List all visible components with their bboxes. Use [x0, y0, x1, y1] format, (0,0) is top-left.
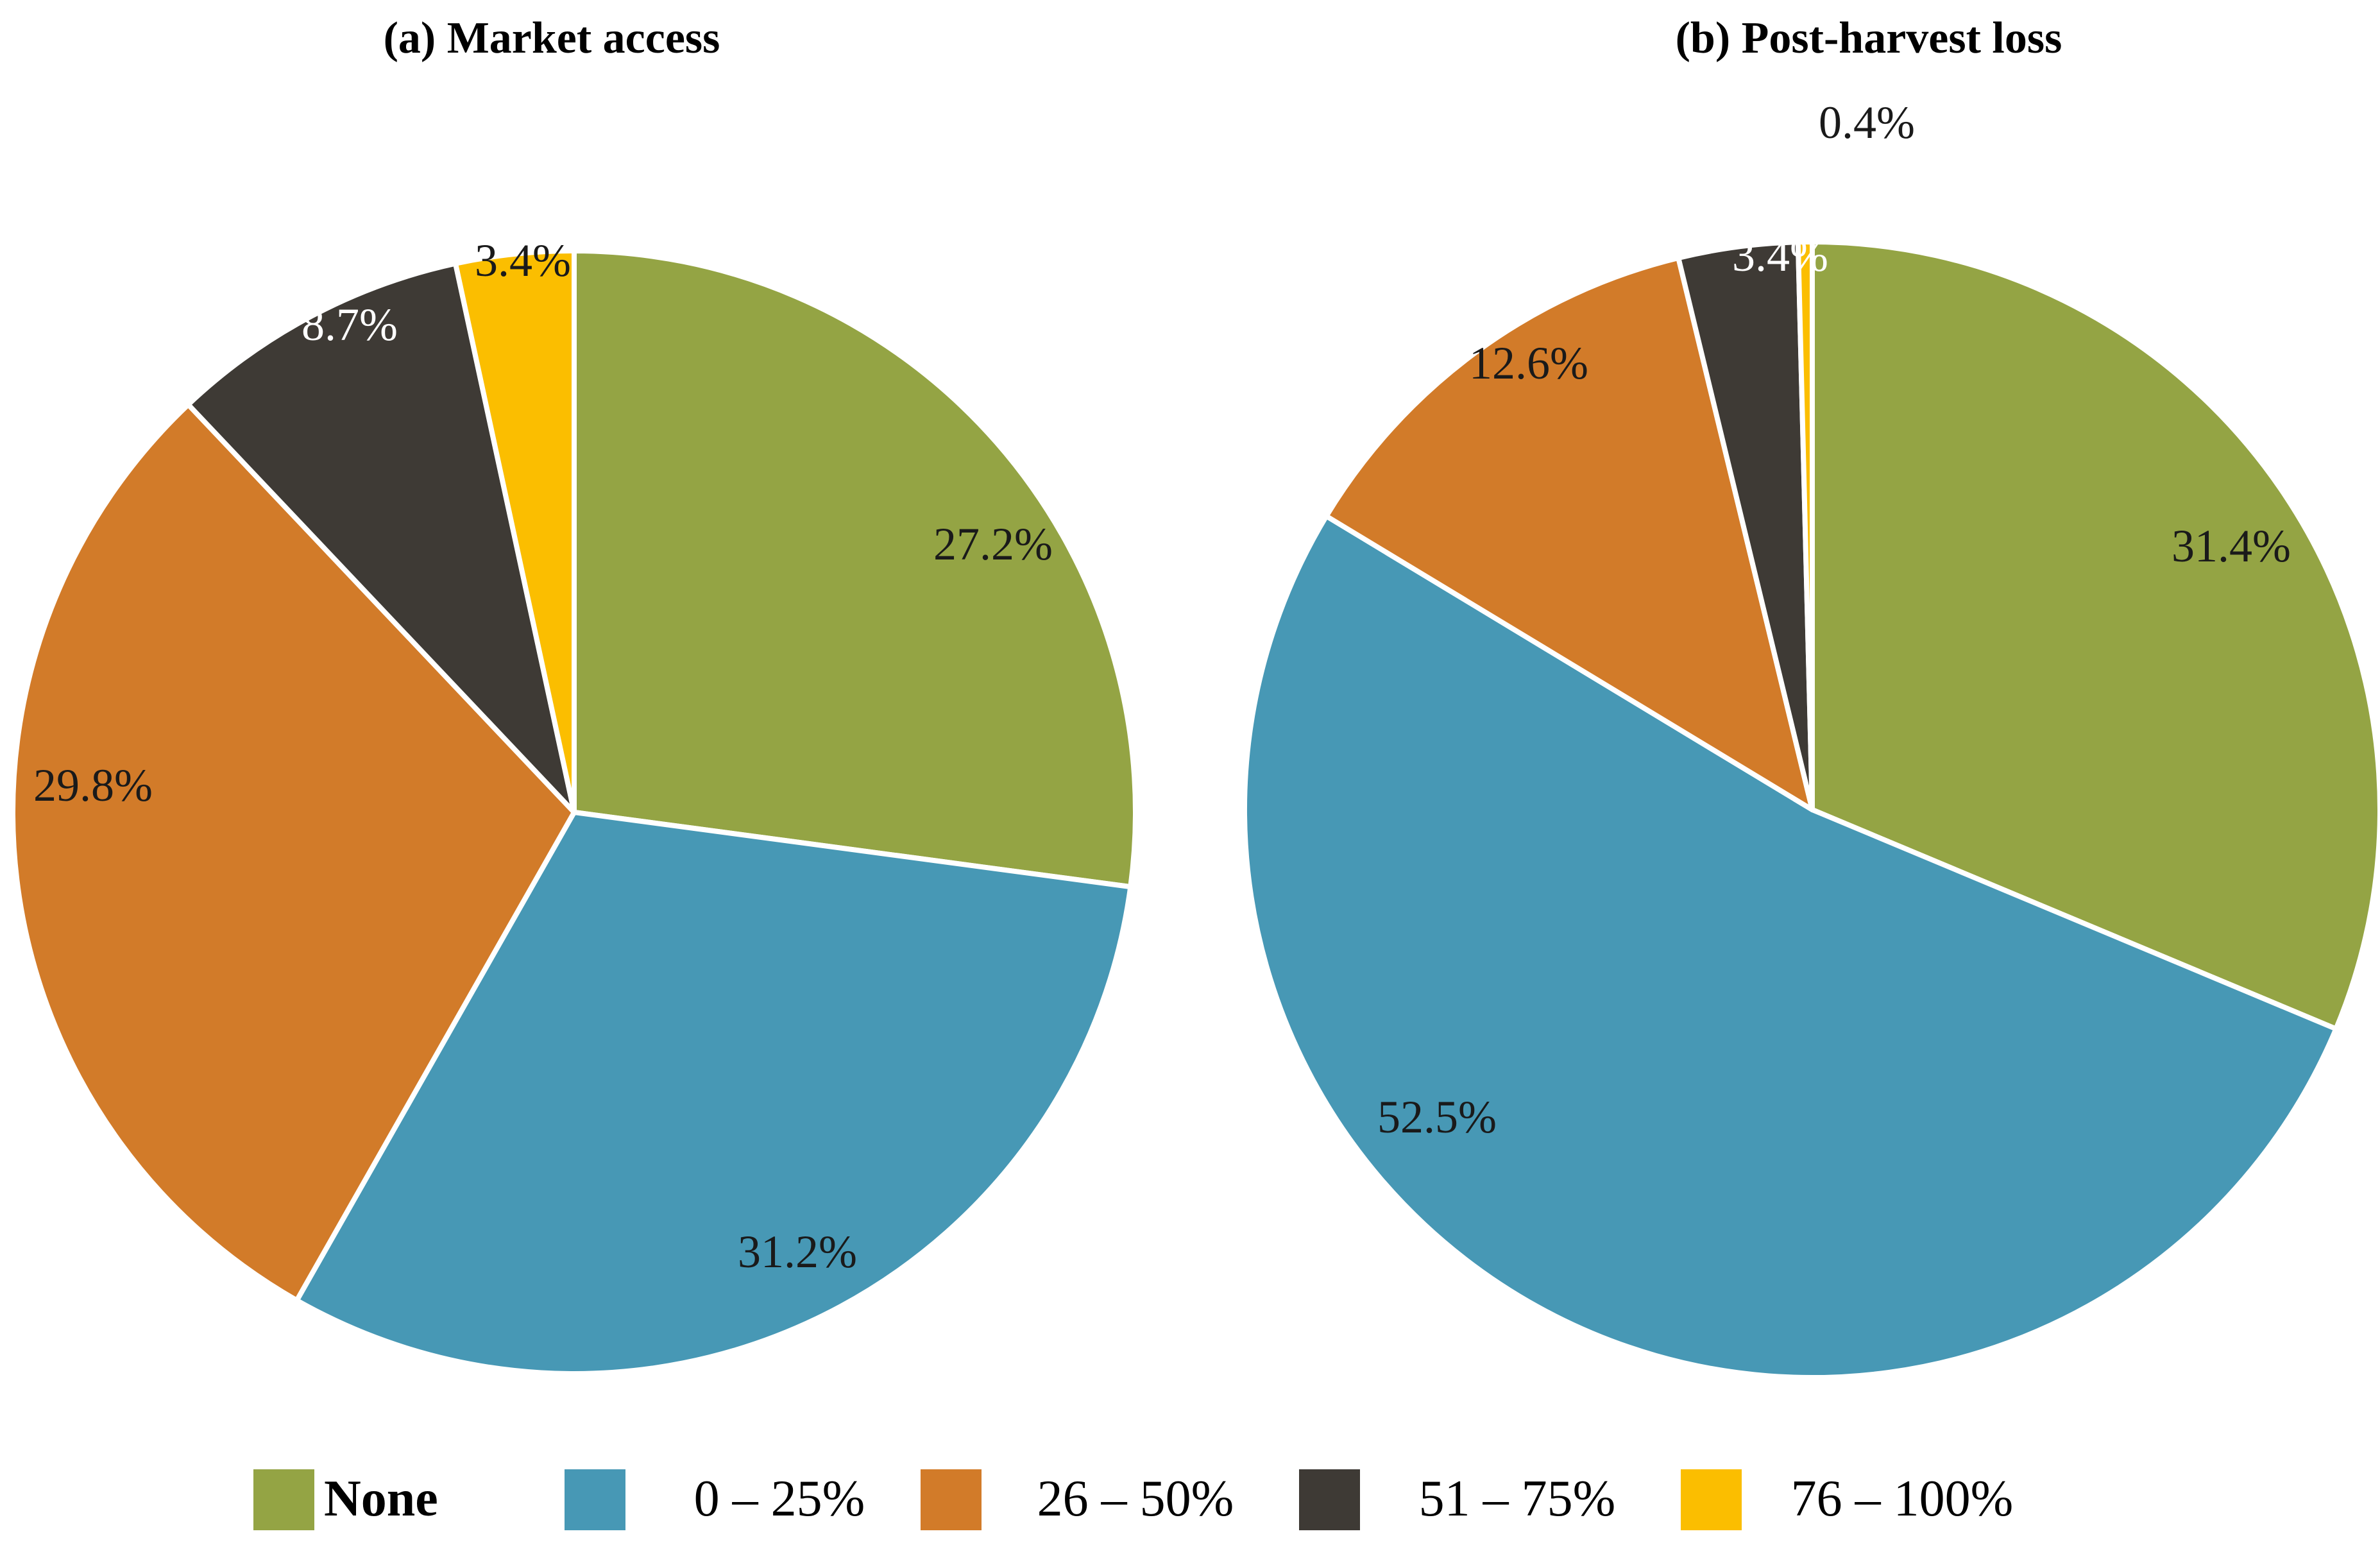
- pie-slice-post-harvest-loss-76-100: [1795, 239, 1815, 812]
- data-label-post-harvest-loss-76-100: 0.4%: [1819, 97, 1915, 148]
- legend-swatch-51-75: [1299, 1469, 1360, 1530]
- legend-swatch-0-25: [565, 1469, 625, 1530]
- legend-swatch-76-100: [1681, 1469, 1742, 1530]
- data-label-market-access-51-75: 8.7%: [302, 299, 398, 350]
- pie-slice-market-access-0-25: [294, 810, 1134, 1376]
- data-label-post-harvest-loss-none: 31.4%: [2172, 520, 2291, 572]
- pie-slice-market-access-51-75: [185, 260, 577, 815]
- pie-chart-post-harvest-loss: (b) Post-harvest loss 31.4% 52.5% 12.6% 3.4…: [1242, 13, 2380, 1381]
- data-label-market-access-76-100: 3.4%: [475, 235, 571, 286]
- data-label-post-harvest-loss-0-25: 52.5%: [1377, 1091, 1497, 1143]
- legend-swatch-none: [253, 1469, 314, 1530]
- legend-label-76-100: 76 – 100%: [1791, 1471, 2014, 1527]
- pie-chart-market-access: (a) Market access 27.2% 31.2% 29.8% 8.7% 3.4…: [10, 13, 1138, 1376]
- pie-title-market-access: (a) Market access: [384, 13, 720, 63]
- pie-title-post-harvest-loss: (b) Post-harvest loss: [1676, 13, 2062, 63]
- legend-label-none: None: [324, 1471, 438, 1527]
- pie-slice-post-harvest-loss-none: [1810, 239, 2380, 1032]
- data-label-post-harvest-loss-26-50: 12.6%: [1469, 337, 1588, 389]
- legend-label-0-25: 0 – 25%: [694, 1471, 865, 1527]
- pie-slice-post-harvest-loss-26-50: [1323, 255, 1815, 812]
- legend: None 0 – 25% 26 – 50% 51 – 75% 76 – 100%: [253, 1469, 2013, 1530]
- legend-label-26-50: 26 – 50%: [1037, 1471, 1234, 1527]
- pie-slice-market-access-76-100: [453, 248, 577, 815]
- data-label-market-access-0-25: 31.2%: [738, 1226, 857, 1277]
- data-label-market-access-none: 27.2%: [933, 518, 1053, 570]
- data-label-post-harvest-loss-51-75: 3.4%: [1732, 230, 1828, 281]
- pie-slice-market-access-none: [572, 248, 1138, 890]
- legend-swatch-26-50: [921, 1469, 982, 1530]
- legend-label-51-75: 51 – 75%: [1419, 1471, 1616, 1527]
- data-label-market-access-26-50: 29.8%: [33, 760, 153, 811]
- pie-slice-market-access-26-50: [10, 402, 577, 1303]
- pie-slice-post-harvest-loss-0-25: [1242, 513, 2339, 1381]
